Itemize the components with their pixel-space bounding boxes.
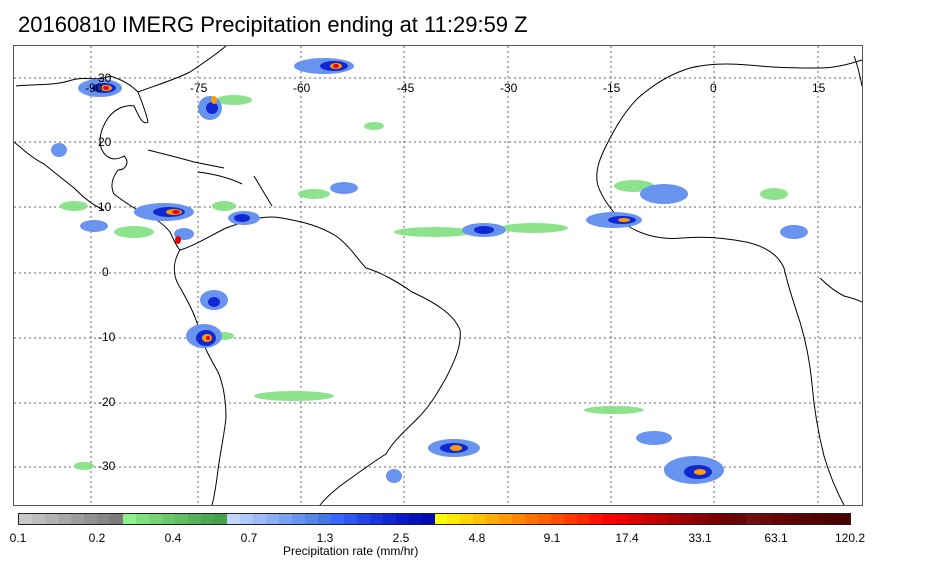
colorbar-swatch [733, 514, 747, 524]
lat-label: 10 [98, 200, 112, 214]
lat-label: 30 [98, 71, 112, 85]
coastlines [14, 46, 862, 505]
colorbar-label: Precipitation rate (mm/hr) [283, 544, 419, 558]
colorbar-swatch [668, 514, 682, 524]
precipitation-cells [51, 58, 808, 484]
colorbar-swatch [590, 514, 604, 524]
lat-label: -20 [98, 395, 116, 409]
colorbar-swatch [512, 514, 526, 524]
colorbar [18, 513, 851, 525]
colorbar-swatch [278, 514, 292, 524]
colorbar-swatch [135, 514, 149, 524]
colorbar-swatch [811, 514, 825, 524]
colorbar-tick: 63.1 [764, 531, 788, 545]
colorbar-swatch [304, 514, 318, 524]
lat-label: 20 [98, 135, 112, 149]
colorbar-swatch [837, 514, 850, 524]
colorbar-swatch [421, 514, 435, 524]
colorbar-swatch [447, 514, 461, 524]
colorbar-swatch [785, 514, 799, 524]
colorbar-swatch [317, 514, 331, 524]
colorbar-swatch [746, 514, 760, 524]
colorbar-swatch [83, 514, 97, 524]
lon-label: -75 [190, 81, 208, 95]
colorbar-tick: 2.5 [392, 531, 410, 545]
colorbar-swatch [538, 514, 552, 524]
colorbar-swatch [629, 514, 643, 524]
colorbar-swatch [694, 514, 708, 524]
colorbar-tick: 0.4 [164, 531, 182, 545]
precipitation-map: -90 -75 -60 -45 -30 -15 0 15 30 20 10 0 … [13, 45, 863, 506]
colorbar-swatch [499, 514, 513, 524]
colorbar-swatch [798, 514, 812, 524]
colorbar-swatch [356, 514, 370, 524]
colorbar-tick: 4.8 [468, 531, 486, 545]
colorbar-swatch [187, 514, 201, 524]
colorbar-swatch [343, 514, 357, 524]
colorbar-swatch [460, 514, 474, 524]
colorbar-tick: 17.4 [615, 531, 639, 545]
colorbar-tick: 1.3 [316, 531, 334, 545]
colorbar-swatch [473, 514, 487, 524]
colorbar-swatch [96, 514, 110, 524]
colorbar-swatch [200, 514, 214, 524]
colorbar-swatch [57, 514, 71, 524]
lat-label: -30 [98, 459, 116, 473]
colorbar-swatch [616, 514, 630, 524]
colorbar-swatch [148, 514, 162, 524]
map-graphic [14, 46, 862, 505]
colorbar-tick: 0.2 [88, 531, 106, 545]
colorbar-swatch [525, 514, 539, 524]
lat-label: -10 [98, 330, 116, 344]
colorbar-swatch [707, 514, 721, 524]
colorbar-tick: 9.1 [543, 531, 561, 545]
colorbar-swatch [655, 514, 669, 524]
colorbar-swatch [824, 514, 838, 524]
colorbar-swatch [70, 514, 84, 524]
colorbar-swatch [291, 514, 305, 524]
colorbar-swatch [434, 514, 448, 524]
graticule [14, 46, 862, 505]
lon-label: 0 [710, 81, 717, 95]
colorbar-swatch [265, 514, 279, 524]
colorbar-swatch [551, 514, 565, 524]
colorbar-swatch [31, 514, 45, 524]
lon-label: -30 [500, 81, 518, 95]
colorbar-tick: 0.7 [240, 531, 258, 545]
colorbar-tick: 33.1 [688, 531, 712, 545]
colorbar-swatch [681, 514, 695, 524]
colorbar-swatch [161, 514, 175, 524]
colorbar-swatch [226, 514, 240, 524]
colorbar-swatch [486, 514, 500, 524]
lon-label: -45 [397, 81, 415, 95]
colorbar-tick: 120.2 [834, 531, 866, 545]
lon-label: -15 [603, 81, 621, 95]
colorbar-swatch [577, 514, 591, 524]
colorbar-swatch [19, 514, 32, 524]
colorbar-swatch [213, 514, 227, 524]
map-title: 20160810 IMERG Precipitation ending at 1… [18, 12, 528, 37]
lon-label: -90 [85, 81, 103, 95]
colorbar-swatch [564, 514, 578, 524]
lon-label: -60 [293, 81, 311, 95]
colorbar-swatch [174, 514, 188, 524]
colorbar-swatch [44, 514, 58, 524]
colorbar-swatch [109, 514, 123, 524]
colorbar-swatch [122, 514, 136, 524]
colorbar-swatch [603, 514, 617, 524]
colorbar-tick: 0.1 [9, 531, 27, 545]
colorbar-swatch [369, 514, 383, 524]
lon-label: 15 [812, 81, 826, 95]
lat-label: 0 [102, 265, 109, 279]
colorbar-swatch [239, 514, 253, 524]
colorbar-swatch [382, 514, 396, 524]
colorbar-swatch [330, 514, 344, 524]
colorbar-swatch [759, 514, 773, 524]
colorbar-swatch [720, 514, 734, 524]
colorbar-swatch [395, 514, 409, 524]
colorbar-swatch [642, 514, 656, 524]
colorbar-swatch [772, 514, 786, 524]
colorbar-swatch [252, 514, 266, 524]
colorbar-swatch [408, 514, 422, 524]
